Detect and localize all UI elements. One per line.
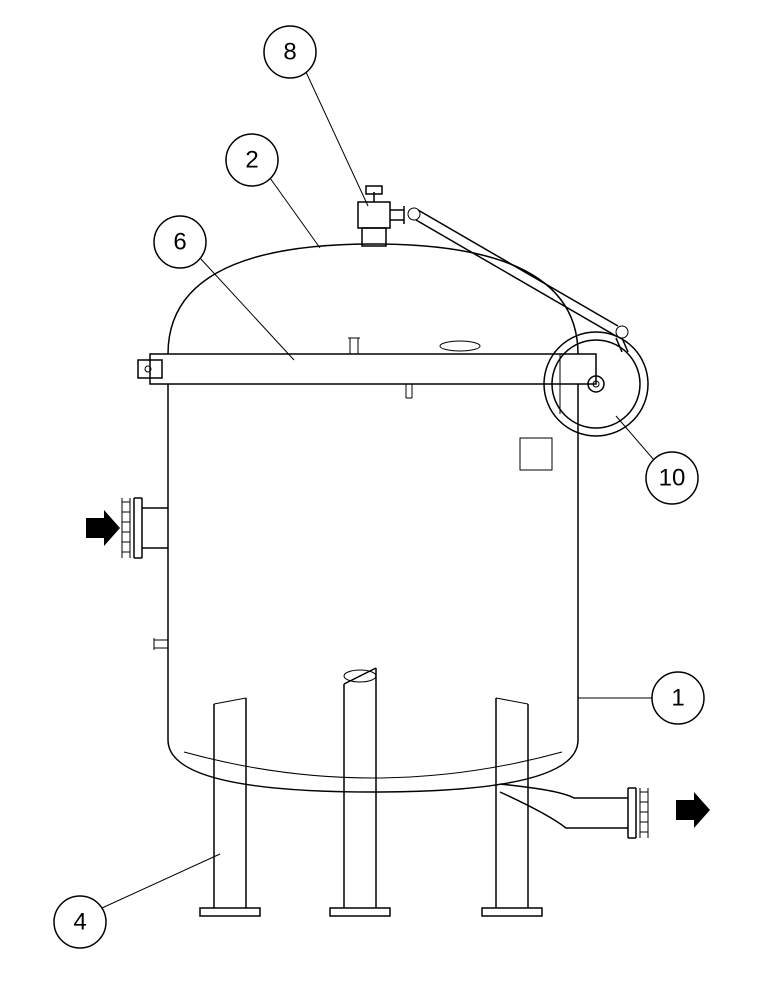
dome-small-port	[348, 338, 360, 354]
leader-lines	[102, 72, 654, 908]
label-1-text: 1	[671, 685, 684, 712]
drain-stub-left	[154, 638, 168, 650]
label-8: 8	[264, 26, 316, 78]
outlet-arrow	[676, 792, 710, 828]
label-6: 6	[154, 216, 206, 268]
davit-arm	[408, 208, 628, 352]
label-10: 10	[646, 452, 698, 504]
label-1: 1	[652, 672, 704, 724]
sight-port	[440, 341, 480, 351]
inlet-nozzle	[122, 498, 168, 558]
side-port-plate	[520, 438, 552, 470]
label-10-text: 10	[659, 465, 686, 492]
label-4-text: 4	[73, 909, 86, 936]
label-2-text: 2	[245, 147, 258, 174]
inlet-arrow	[86, 510, 120, 546]
label-4: 4	[54, 896, 106, 948]
body-flange-ring	[138, 354, 596, 398]
vessel-diagram: 8 2 6 10 1 4	[0, 0, 763, 1000]
top-valve	[358, 186, 404, 246]
label-6-text: 6	[173, 229, 186, 256]
outlet-nozzle	[500, 784, 648, 838]
label-8-text: 8	[283, 39, 296, 66]
label-2: 2	[226, 134, 278, 186]
